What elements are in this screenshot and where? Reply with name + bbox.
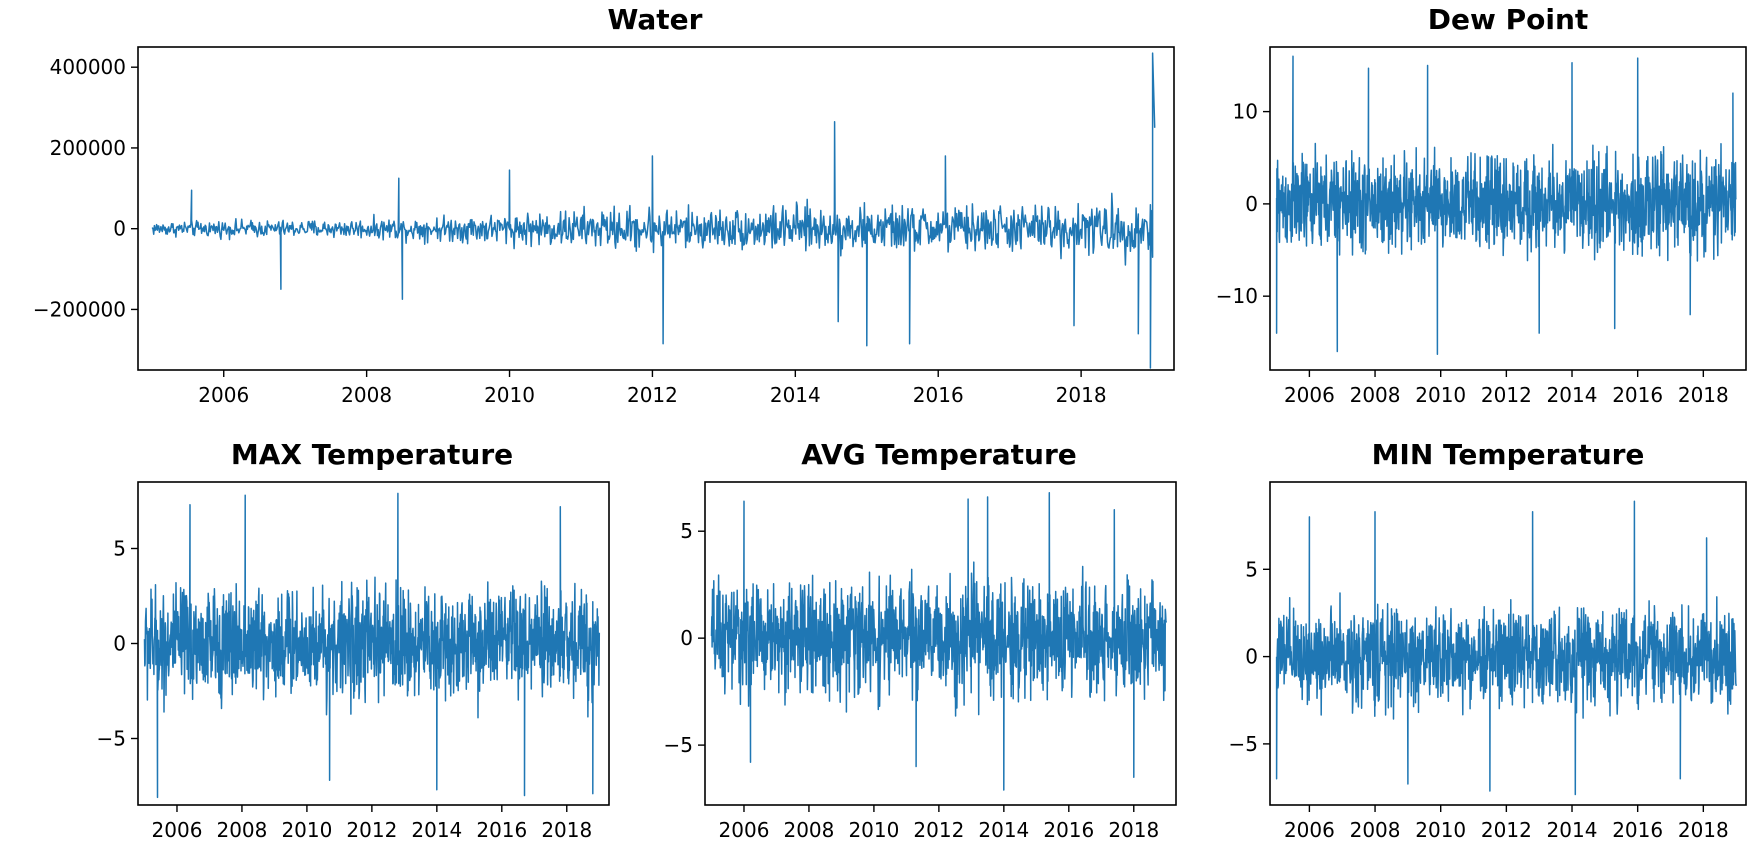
dew-point-xtick-label: 2008	[1350, 383, 1401, 407]
dew-point-axis-ticks: 2006 2008 2010 2012 2014 2016 2018 −10 0 10	[1216, 100, 1729, 407]
max-temperature-xtick-label: 2018	[541, 818, 592, 842]
water-xtick-label: 2010	[484, 383, 535, 407]
min-temperature-xtick-label: 2016	[1612, 818, 1663, 842]
max-temperature-ytick-label: 0	[113, 632, 126, 656]
avg-temperature-ytick-label: 0	[680, 626, 693, 650]
avg-temperature-panel: AVG Temperature 2006 2008 2010 2012 2014 2016…	[664, 438, 1177, 842]
avg-temperature-xtick-label: 2010	[848, 818, 899, 842]
water-xtick-label: 2018	[1056, 383, 1107, 407]
dew-point-xtick-label: 2010	[1415, 383, 1466, 407]
water-axis-ticks: 2006 2008 2010 2012 2014 2016 2018 −200000 0 2000…	[33, 55, 1107, 407]
max-temperature-panel: MAX Temperature 2006 2008 2010 2012 2014 2016…	[97, 438, 610, 843]
avg-temperature-xtick-label: 2006	[719, 818, 770, 842]
max-temperature-series-line	[143, 492, 601, 799]
max-temperature-series	[143, 492, 601, 799]
avg-temperature-series-line	[710, 491, 1168, 791]
dew-point-series	[1275, 55, 1737, 356]
max-temperature-ytick-label: 5	[113, 537, 126, 561]
water-xtick-label: 2006	[198, 383, 249, 407]
water-ytick-label: 400000	[50, 55, 126, 79]
water-panel: Water 2006 2008 2010 2012 2014 2016 2018 −20000…	[33, 3, 1175, 407]
water-xtick-label: 2014	[770, 383, 821, 407]
dew-point-ytick-label: −10	[1216, 284, 1258, 308]
dew-point-ytick-label: 0	[1245, 192, 1258, 216]
dew-point-xtick-label: 2006	[1284, 383, 1335, 407]
max-temperature-ytick-label: −5	[97, 727, 126, 751]
dew-point-xtick-label: 2018	[1678, 383, 1729, 407]
avg-temperature-xtick-label: 2008	[783, 818, 834, 842]
min-temperature-panel: MIN Temperature 2006 2008 2010 2012 2014 2016…	[1229, 438, 1747, 842]
water-frame	[137, 46, 1175, 371]
min-temperature-ytick-label: −5	[1229, 732, 1258, 756]
min-temperature-axis-ticks: 2006 2008 2010 2012 2014 2016 2018 −5 0 5	[1229, 557, 1729, 842]
avg-temperature-xtick-label: 2012	[913, 818, 964, 842]
avg-temperature-axis-ticks: 2006 2008 2010 2012 2014 2016 2018 −5 0 5	[664, 519, 1160, 842]
avg-temperature-ytick-label: 5	[680, 519, 693, 543]
min-temperature-ytick-label: 0	[1245, 645, 1258, 669]
min-temperature-series-line	[1275, 500, 1737, 796]
max-temperature-xtick-label: 2010	[281, 818, 332, 842]
min-temperature-xtick-label: 2008	[1350, 818, 1401, 842]
dew-point-series-line	[1275, 55, 1737, 356]
dew-point-frame	[1269, 46, 1747, 371]
min-temperature-ytick-label: 5	[1245, 557, 1258, 581]
max-temperature-title: MAX Temperature	[231, 438, 513, 471]
min-temperature-xtick-label: 2014	[1547, 818, 1598, 842]
water-title: Water	[608, 3, 703, 36]
water-xtick-label: 2012	[627, 383, 678, 407]
dew-point-title: Dew Point	[1428, 3, 1589, 36]
max-temperature-axis-ticks: 2006 2008 2010 2012 2014 2016 2018 −5 0 5	[97, 537, 593, 843]
min-temperature-xtick-label: 2006	[1284, 818, 1335, 842]
min-temperature-frame	[1269, 481, 1747, 806]
dew-point-xtick-label: 2016	[1612, 383, 1663, 407]
water-series-line	[151, 52, 1156, 369]
water-xtick-label: 2016	[913, 383, 964, 407]
dew-point-xtick-label: 2012	[1481, 383, 1532, 407]
water-xtick-label: 2008	[341, 383, 392, 407]
dew-point-ytick-label: 10	[1233, 100, 1258, 124]
avg-temperature-series	[710, 491, 1168, 791]
dew-point-panel: Dew Point 2006 2008 2010 2012 2014 2016 2018 −1…	[1216, 3, 1747, 407]
avg-temperature-xtick-label: 2018	[1108, 818, 1159, 842]
avg-temperature-title: AVG Temperature	[801, 438, 1077, 471]
min-temperature-series	[1275, 500, 1737, 796]
avg-temperature-xtick-label: 2016	[1043, 818, 1094, 842]
water-series	[151, 52, 1156, 369]
max-temperature-xtick-label: 2008	[216, 818, 267, 842]
max-temperature-xtick-label: 2006	[152, 818, 203, 842]
max-temperature-frame	[137, 481, 610, 806]
water-ytick-label: 0	[113, 217, 126, 241]
water-ytick-label: 200000	[50, 136, 126, 160]
min-temperature-xtick-label: 2012	[1481, 818, 1532, 842]
max-temperature-xtick-label: 2014	[411, 818, 462, 842]
water-ytick-label: −200000	[33, 297, 126, 321]
max-temperature-xtick-label: 2016	[476, 818, 527, 842]
avg-temperature-frame	[704, 481, 1177, 806]
min-temperature-xtick-label: 2010	[1415, 818, 1466, 842]
dew-point-xtick-label: 2014	[1547, 383, 1598, 407]
max-temperature-xtick-label: 2012	[346, 818, 397, 842]
avg-temperature-xtick-label: 2014	[978, 818, 1029, 842]
min-temperature-title: MIN Temperature	[1372, 438, 1645, 471]
avg-temperature-ytick-label: −5	[664, 733, 693, 757]
min-temperature-xtick-label: 2018	[1678, 818, 1729, 842]
